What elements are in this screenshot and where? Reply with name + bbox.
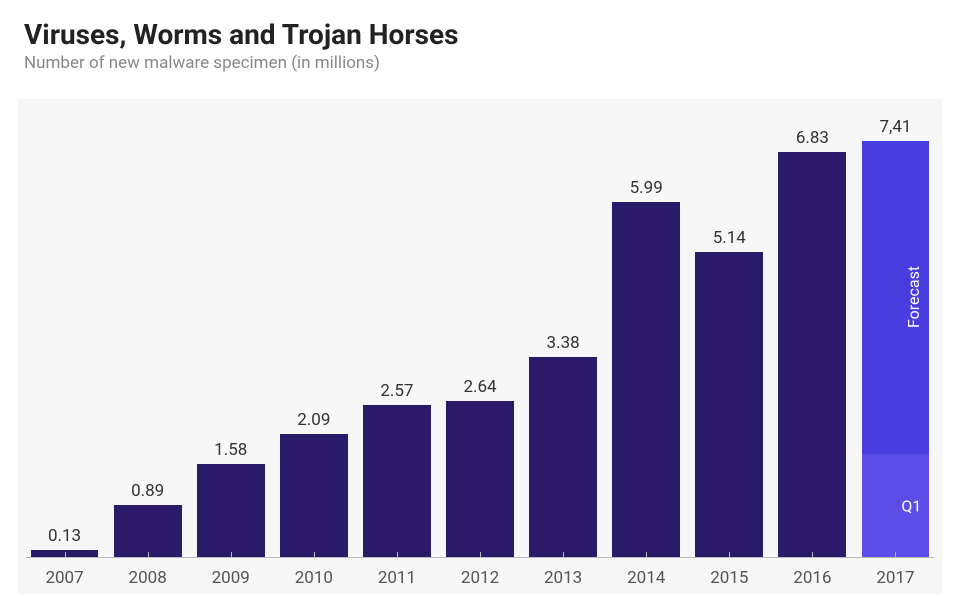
bar-value-label: 5.99 (630, 178, 663, 198)
xaxis-label: 2013 (525, 560, 602, 594)
chart-xaxis: 2007200820092010201120122013201420152016… (26, 560, 934, 594)
chart-header: Viruses, Worms and Trojan Horses Number … (0, 0, 960, 83)
bar-segment: Q1 (862, 454, 930, 558)
bar (778, 152, 846, 558)
bar-column: 2.57 (358, 117, 435, 558)
bar-column: 0.13 (26, 117, 103, 558)
bar-column: 3.38 (525, 117, 602, 558)
bar-column: 6.83 (774, 117, 851, 558)
bar-segment (529, 357, 597, 558)
bar-segment (197, 464, 265, 558)
bar-column: 5.99 (608, 117, 685, 558)
bar-value-label: 2.64 (463, 377, 496, 397)
xaxis-label: 2015 (691, 560, 768, 594)
chart-plot: 0.13 0.89 1.58 2.09 2.57 2.64 3.38 5.99 5.14 6.83… (26, 117, 934, 558)
bar-segment (612, 202, 680, 558)
bar (446, 401, 514, 558)
bar-column: 1.58 (192, 117, 269, 558)
xaxis-label: 2010 (275, 560, 352, 594)
bar-value-label: 2.57 (380, 381, 413, 401)
bar: Forecast Q1 (862, 141, 930, 558)
bar-value-label: 3.38 (547, 333, 580, 353)
bar-column: 7,41 Forecast Q1 (857, 117, 934, 558)
bar-value-label: 6.83 (796, 128, 829, 148)
bar-column: 2.09 (275, 117, 352, 558)
xaxis-label: 2016 (774, 560, 851, 594)
chart-subtitle: Number of new malware specimen (in milli… (24, 53, 936, 73)
bar-segment (280, 434, 348, 558)
xaxis-label: 2007 (26, 560, 103, 594)
bar (612, 202, 680, 558)
xaxis-label: 2017 (857, 560, 934, 594)
bar-segment (363, 405, 431, 558)
chart-baseline (26, 557, 934, 558)
bar (197, 464, 265, 558)
xaxis-label: 2014 (608, 560, 685, 594)
bar (114, 505, 182, 558)
chart-area: 0.13 0.89 1.58 2.09 2.57 2.64 3.38 5.99 5.14 6.83… (18, 99, 942, 594)
bar-value-label: 1.58 (214, 440, 247, 460)
bar-value-label: 7,41 (879, 117, 911, 137)
bar-value-label: 2.09 (297, 410, 330, 430)
bar (529, 357, 597, 558)
chart-title: Viruses, Worms and Trojan Horses (24, 18, 936, 51)
bar-column: 2.64 (441, 117, 518, 558)
xaxis-label: 2009 (192, 560, 269, 594)
bar-segment-label: Q1 (901, 496, 921, 515)
bar-segment: Forecast (862, 141, 930, 454)
xaxis-label: 2008 (109, 560, 186, 594)
bar (363, 405, 431, 558)
bar-segment (695, 252, 763, 558)
bar-column: 5.14 (691, 117, 768, 558)
xaxis-label: 2012 (441, 560, 518, 594)
bar (280, 434, 348, 558)
bar-segment (446, 401, 514, 558)
bar (695, 252, 763, 558)
bar-segment (114, 505, 182, 558)
bar-value-label: 5.14 (713, 228, 746, 248)
bar-value-label: 0.13 (48, 526, 81, 546)
bar-column: 0.89 (109, 117, 186, 558)
bar-segment-label: Forecast (904, 266, 923, 328)
bar-segment (778, 152, 846, 558)
bar-value-label: 0.89 (131, 481, 164, 501)
xaxis-label: 2011 (358, 560, 435, 594)
